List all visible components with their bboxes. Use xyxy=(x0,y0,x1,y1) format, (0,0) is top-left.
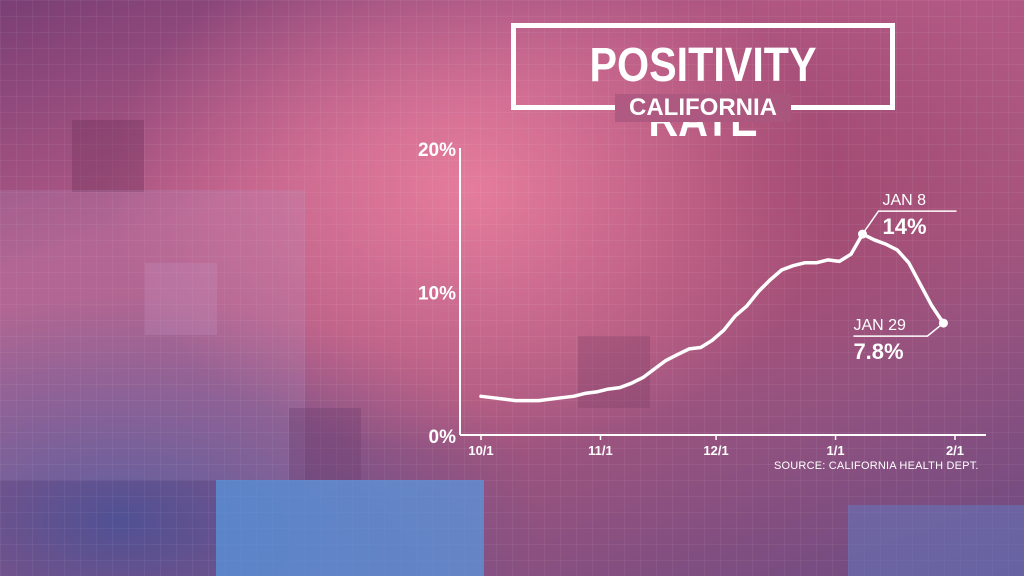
title-box: POSITIVITY RATE CALIFORNIA xyxy=(511,23,895,147)
source-note: SOURCE: CALIFORNIA HEALTH DEPT. xyxy=(774,460,979,472)
annotation-date-label: JAN 8 xyxy=(883,192,927,209)
decor-square xyxy=(578,336,650,408)
annotation-value-label: 7.8% xyxy=(853,339,903,364)
y-tick-label: 10% xyxy=(418,284,456,305)
annotation-leader-line xyxy=(861,210,957,235)
y-tick-label: 0% xyxy=(429,427,457,448)
x-tick-label: 11/1 xyxy=(588,443,613,458)
x-tick-label: 1/1 xyxy=(826,443,844,458)
decor-square xyxy=(72,120,144,192)
y-tick-label: 20% xyxy=(418,140,456,161)
decor-square xyxy=(289,408,361,480)
decor-square xyxy=(0,190,305,480)
annotation-date-label: JAN 29 xyxy=(853,317,906,334)
chart-subtitle: CALIFORNIA xyxy=(615,94,791,122)
decor-square xyxy=(145,263,217,335)
x-tick-label: 12/1 xyxy=(703,443,728,458)
decor-square xyxy=(216,480,484,576)
x-tick-label: 10/1 xyxy=(468,443,493,458)
decor-square xyxy=(848,505,1024,576)
annotation-value-label: 14% xyxy=(883,214,927,239)
annotation-leader-line xyxy=(853,322,944,337)
x-tick-label: 2/1 xyxy=(946,443,964,458)
